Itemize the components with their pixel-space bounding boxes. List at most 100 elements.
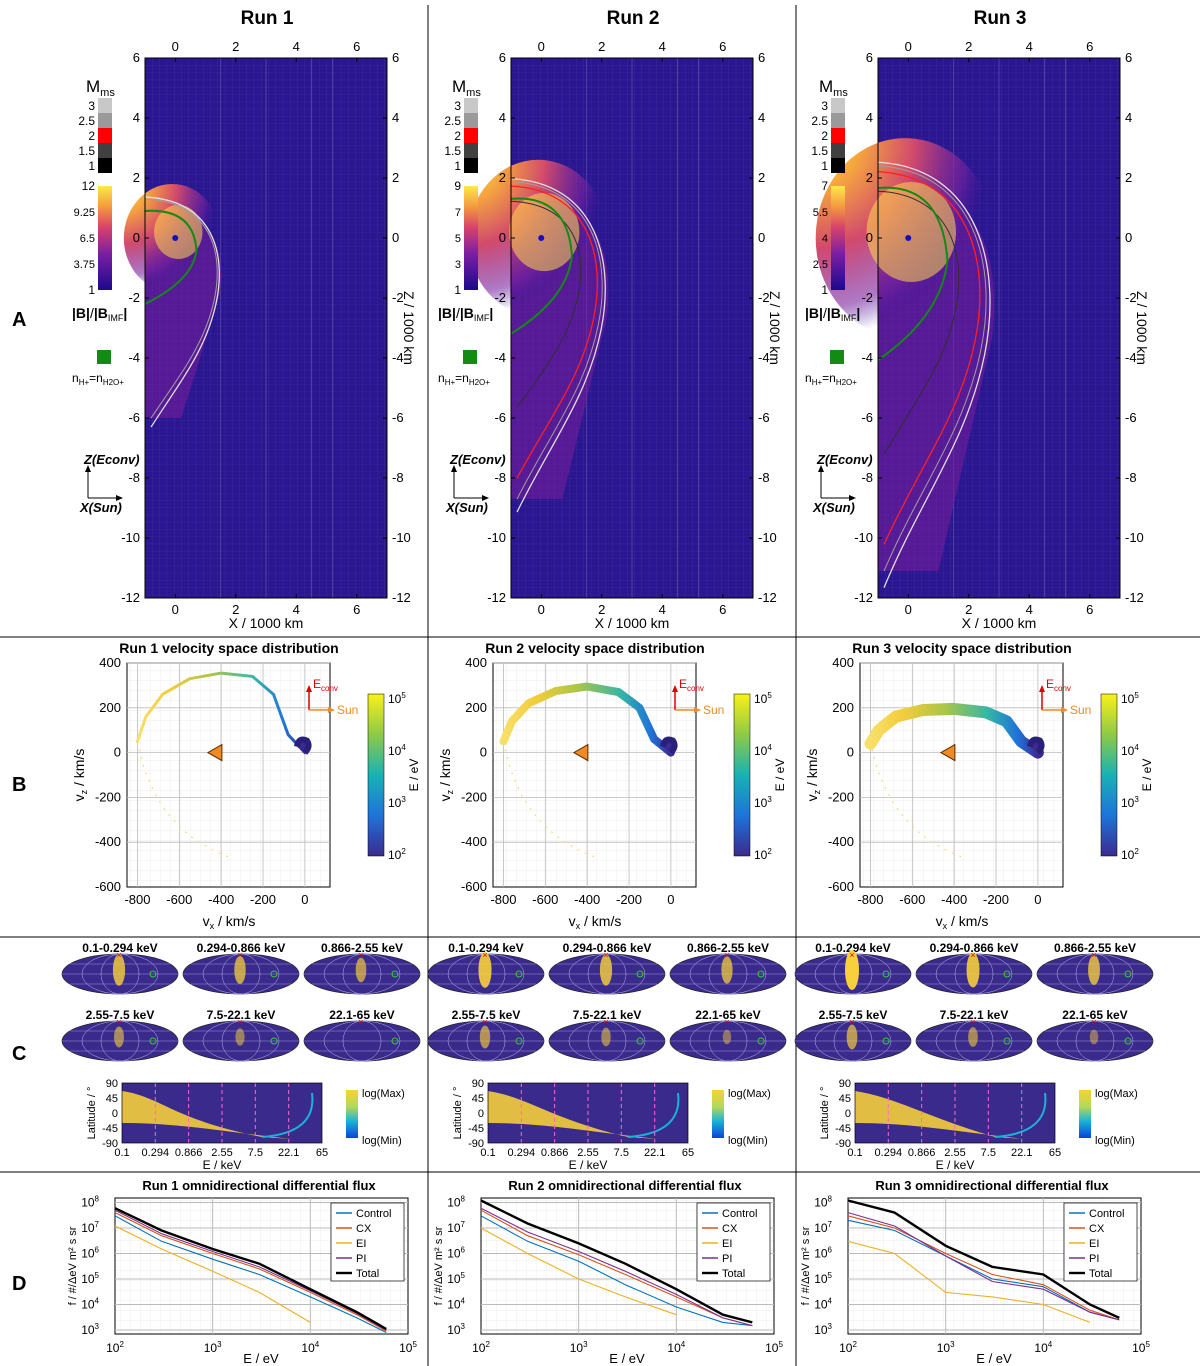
flux-y-tick: 107 <box>814 1220 832 1235</box>
panel-a-map <box>123 57 388 599</box>
sun-direction-marker <box>1124 1037 1132 1045</box>
mms-tick: 2 <box>454 129 461 143</box>
x-tick-label: 4 <box>659 602 666 617</box>
energy-tick: 104 <box>754 743 772 758</box>
energy-tick: 7.5 <box>614 1147 629 1159</box>
y-tick-label-left: -2 <box>128 290 140 305</box>
mms-tick: 3 <box>821 99 828 113</box>
econv-marker: × <box>358 1017 363 1027</box>
y-axis-label: Z / 1000 km <box>401 291 417 365</box>
mms-swatch <box>464 158 478 173</box>
energy-cbar-label: E / eV <box>1140 759 1154 792</box>
mms-swatch <box>98 143 112 158</box>
lat-energy-tail <box>994 1092 1047 1138</box>
energy-axis-label: E / keV <box>203 1158 242 1172</box>
b-tick: 7 <box>821 179 828 193</box>
legend-entry: PI <box>1089 1253 1099 1265</box>
b-colorbar <box>98 186 112 290</box>
lat-tick: 0 <box>478 1108 484 1120</box>
boundary-contour <box>877 161 991 588</box>
flux-x-tick: 105 <box>765 1340 783 1355</box>
flux-y-exp: 7 <box>95 1220 100 1229</box>
mms-subscript: ms <box>100 87 115 99</box>
vz-unit: / km/s <box>71 749 87 790</box>
flux-y-tick: 104 <box>814 1297 832 1312</box>
vz-tick: 200 <box>99 700 121 715</box>
x-tick-label-top: 2 <box>232 39 239 54</box>
energy-bin-title: 2.55-7.5 keV <box>452 1008 521 1022</box>
flux-x-tick: 104 <box>667 1340 685 1355</box>
flux-y-exp: 8 <box>461 1194 466 1203</box>
axis-z-label: Z(Econv) <box>83 452 140 467</box>
energy-colorbar <box>367 693 385 857</box>
panel-b-scatter: Run 3 velocity space distributionEconvSu… <box>804 640 1154 931</box>
sun-arrowhead <box>694 707 701 713</box>
latitude-axis-label: Latitude / ° <box>86 1087 98 1140</box>
row-label-c: C <box>12 1043 26 1065</box>
energy-tick: 103 <box>754 795 772 810</box>
energy-tick-exp: 4 <box>1134 743 1139 752</box>
energy-tick: 104 <box>388 743 406 758</box>
x-tick-label: 0 <box>538 602 545 617</box>
lat-energy-band <box>122 1091 292 1139</box>
flux-series-ei <box>114 1225 311 1323</box>
y-tick-label-left: -2 <box>494 290 506 305</box>
flux-y-exp: 3 <box>95 1322 100 1331</box>
y-tick-label-left: -10 <box>121 530 140 545</box>
flux-y-tick: 103 <box>81 1322 99 1337</box>
b-label: |B|/|BIMF| <box>438 305 493 323</box>
flux-x-exp: 4 <box>315 1340 320 1349</box>
mms-swatch <box>464 128 478 143</box>
legend-entry: Total <box>1089 1268 1112 1280</box>
legend-entry: Total <box>722 1268 745 1280</box>
sun-direction-marker <box>757 970 765 978</box>
b-label-sub: IMF <box>474 313 490 323</box>
y-tick-label-left: -10 <box>487 530 506 545</box>
x-tick-label-top: 0 <box>905 39 912 54</box>
energy-bin-title: 2.55-7.5 keV <box>819 1008 888 1022</box>
energy-tick-exp: 5 <box>401 691 406 700</box>
row-label-d: D <box>12 1273 26 1295</box>
vz-label: vz / km/s <box>71 749 89 802</box>
mms-tick: 2 <box>821 129 828 143</box>
b-tick: 3.75 <box>74 259 95 271</box>
y-tick-label-right: -10 <box>392 530 411 545</box>
energy-cbar-label: E / eV <box>407 759 421 792</box>
sun-direction-marker <box>882 970 890 978</box>
lat-tick: 0 <box>845 1108 851 1120</box>
flux-y-tick: 105 <box>81 1271 99 1286</box>
energy-tick: 105 <box>1121 691 1139 706</box>
y-tick-label-left: -4 <box>861 350 873 365</box>
map-frame <box>144 57 388 599</box>
flux-y-tick: 106 <box>814 1246 832 1261</box>
c-cbar-max: log(Max) <box>728 1088 771 1100</box>
n-label: nH+=nH2O+ <box>438 371 490 387</box>
flux-y-tick: 105 <box>814 1271 832 1286</box>
vz-tick: -200 <box>461 789 487 804</box>
y-tick-label-left: 2 <box>866 170 873 185</box>
vz-unit: / km/s <box>437 749 453 790</box>
energy-tick: 0.294 <box>142 1147 170 1159</box>
flux-y-exp: 5 <box>461 1271 466 1280</box>
vx-tick: -400 <box>208 892 234 907</box>
flux-x-exp: 5 <box>1145 1340 1150 1349</box>
b-tick: 6.5 <box>80 233 95 245</box>
legend-entry: EI <box>722 1238 732 1250</box>
flux-y-exp: 4 <box>461 1297 466 1306</box>
vz-label: vz / km/s <box>437 749 455 802</box>
y-tick-label-left: -8 <box>861 470 873 485</box>
column-title: Run 2 <box>607 8 660 29</box>
b-colorbar <box>464 186 478 290</box>
flux-y-exp: 4 <box>828 1297 833 1306</box>
energy-tick: 0.1 <box>114 1147 129 1159</box>
energy-bin-title: 22.1-65 keV <box>329 1008 394 1022</box>
mms-label: Mms <box>452 77 481 99</box>
panel-b-scatter: Run 2 velocity space distributionEconvSu… <box>437 640 787 931</box>
y-tick-label-left: 6 <box>499 50 506 65</box>
flux-x-tick: 103 <box>570 1340 588 1355</box>
vdist-axes <box>492 662 697 888</box>
vdist-arc <box>864 702 1044 759</box>
vx-tick: -800 <box>490 892 516 907</box>
econv-marker: × <box>237 950 242 960</box>
y-tick-label-left: -4 <box>128 350 140 365</box>
